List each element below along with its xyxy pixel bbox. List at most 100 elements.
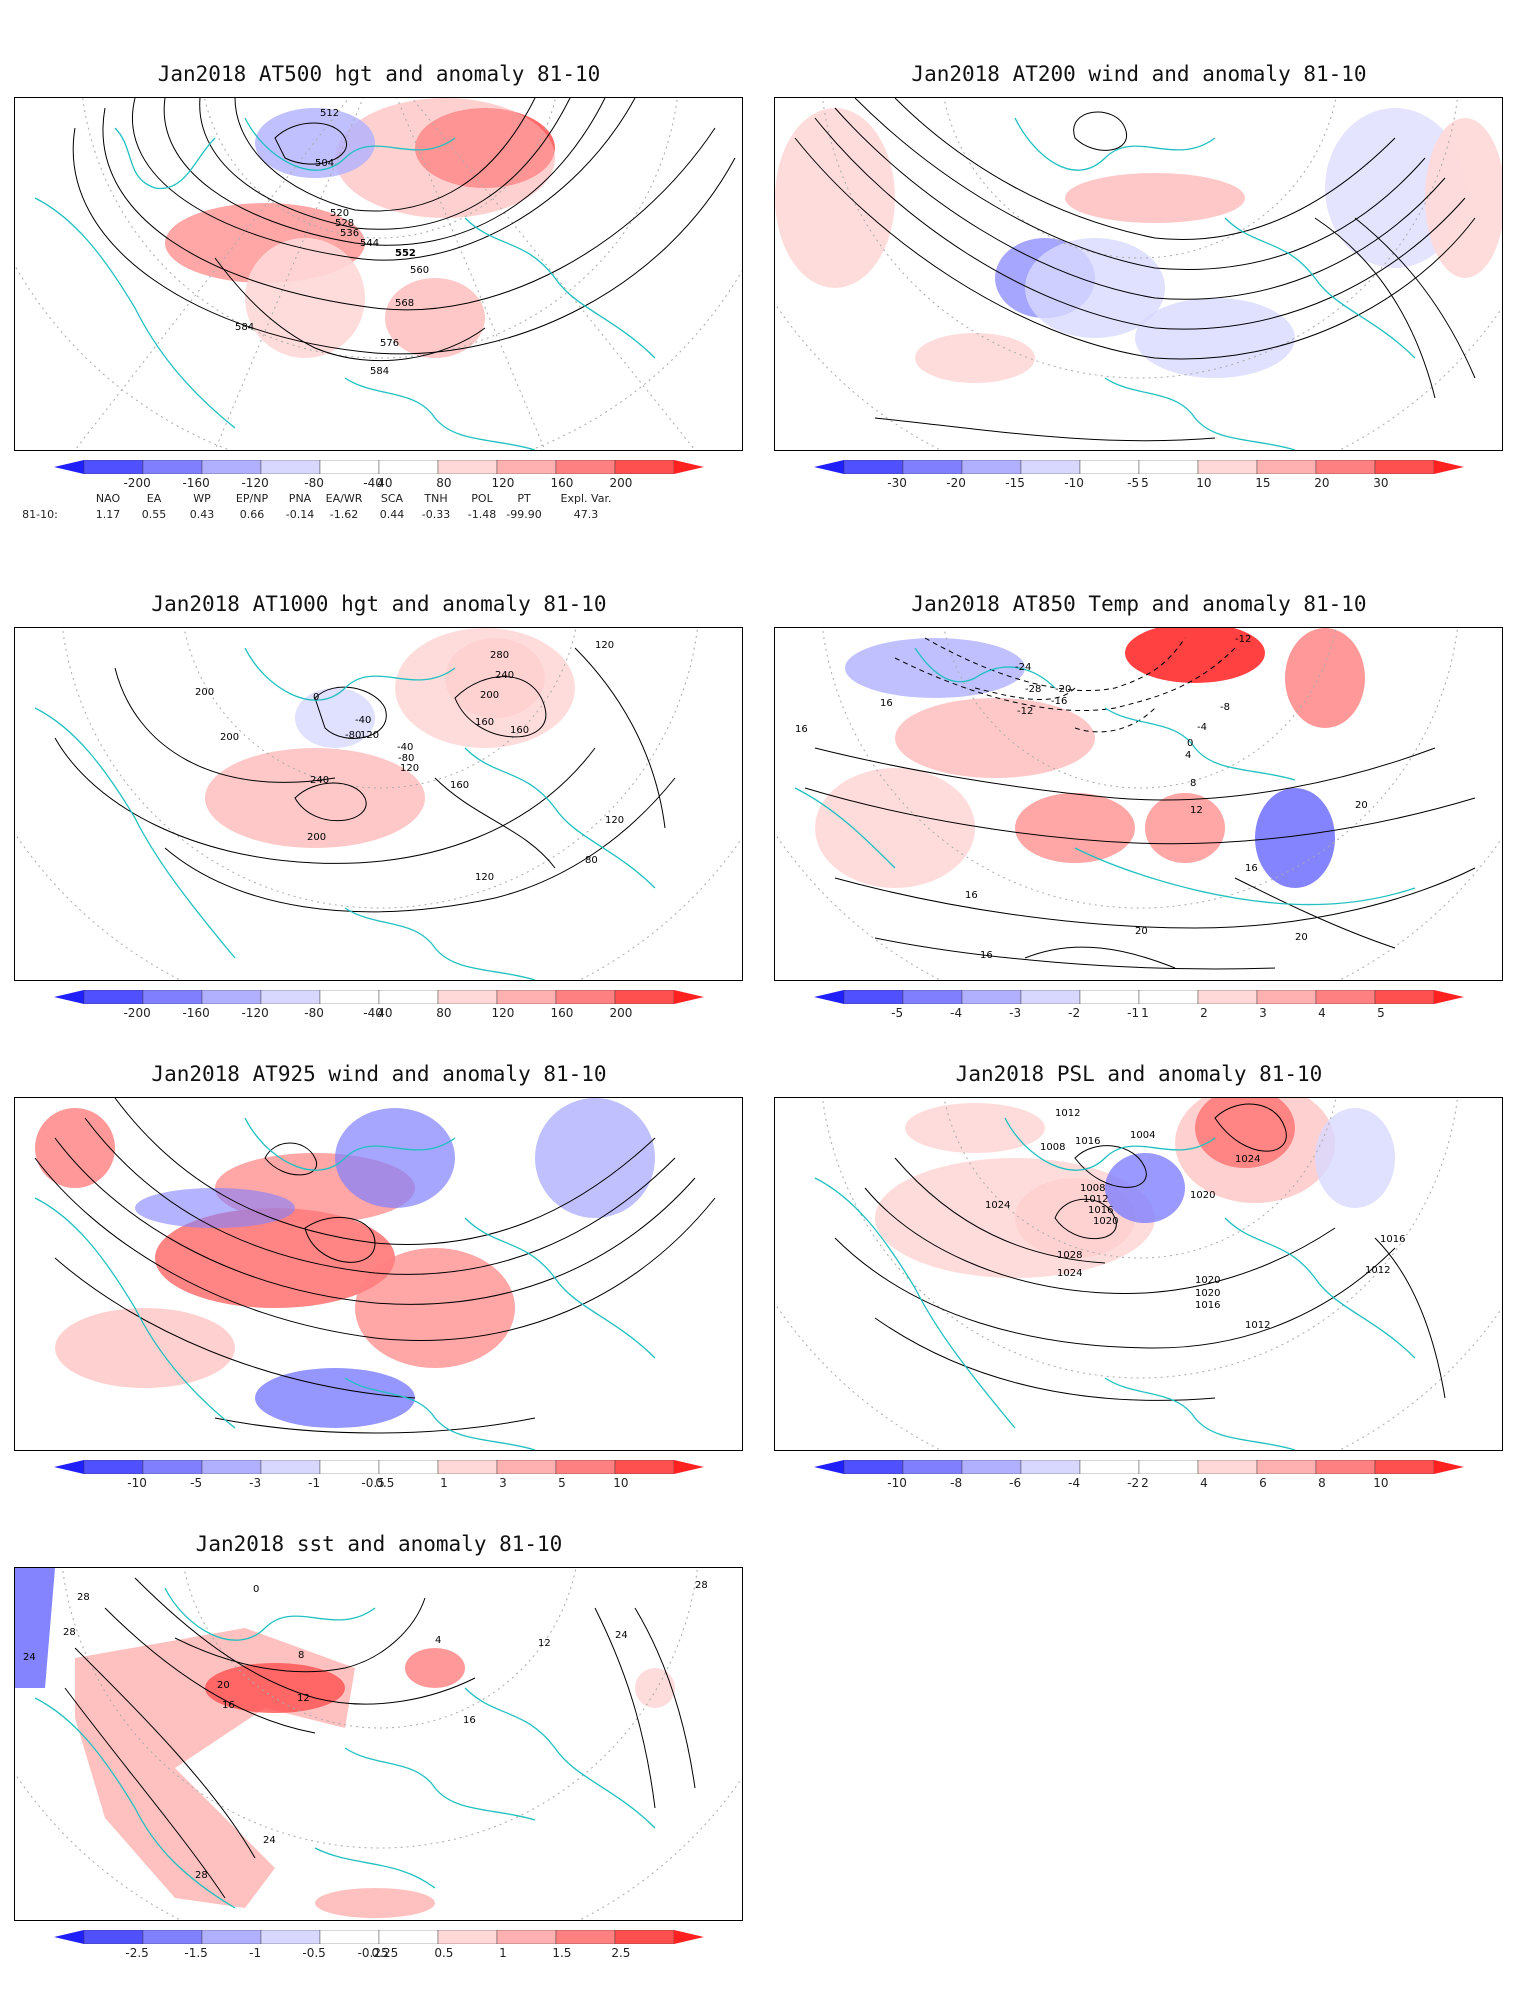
contour-label: 20 bbox=[217, 1680, 230, 1691]
colorbar-segment bbox=[378, 1459, 439, 1475]
colorbar bbox=[54, 989, 704, 1005]
colorbar-tick-label: -30 bbox=[887, 476, 907, 490]
colorbar-segment bbox=[555, 1929, 616, 1945]
colorbar-tick-label: 5 bbox=[1141, 476, 1149, 490]
colorbar-tick-label: -5 bbox=[190, 1476, 203, 1490]
contour-label: 24 bbox=[263, 1835, 276, 1846]
colorbar-tick-label: 120 bbox=[491, 1006, 515, 1020]
colorbar-arrow-right bbox=[1434, 460, 1464, 474]
colorbar-segment bbox=[1374, 459, 1435, 475]
index-headers: NAO EA WP EP/NP PNA EA/WR SCA TNH POL PT… bbox=[14, 492, 654, 506]
colorbar-tick-label: 5 bbox=[1377, 1006, 1385, 1020]
colorbar-segment bbox=[1197, 1459, 1258, 1475]
contour-label: 280 bbox=[490, 650, 509, 661]
contour-label: 520 bbox=[330, 208, 349, 219]
contour-label: 0 bbox=[253, 1584, 259, 1595]
contour-label: 1020 bbox=[1093, 1216, 1118, 1227]
colorbar-tick-label: 15 bbox=[1255, 476, 1271, 490]
contour-label: 160 bbox=[450, 780, 469, 791]
colorbar-arrow-left bbox=[54, 460, 84, 474]
colorbar-segment bbox=[902, 989, 963, 1005]
contour-label: 120 bbox=[360, 730, 379, 741]
map-frame: 1012 1016 1008 1004 1024 1008 1012 1016 … bbox=[774, 1097, 1503, 1451]
colorbar-tick-label: -0.25 bbox=[357, 1946, 389, 1960]
contour-label: 120 bbox=[475, 872, 494, 883]
index-header: Expl. Var. bbox=[560, 492, 612, 505]
panel-title: Jan2018 AT1000 hgt and anomaly 81-10 bbox=[151, 592, 607, 616]
colorbar-tick-label: -3 bbox=[249, 1476, 262, 1490]
colorbar-tick-label: -20 bbox=[946, 476, 966, 490]
colorbar-segment bbox=[378, 459, 439, 475]
contour-label: 1004 bbox=[1130, 1130, 1155, 1141]
panel-title: Jan2018 AT200 wind and anomaly 81-10 bbox=[911, 62, 1367, 86]
colorbar-segment bbox=[1020, 989, 1081, 1005]
colorbar-segment bbox=[201, 459, 262, 475]
colorbar-segment bbox=[319, 1459, 380, 1475]
contour-label: 12 bbox=[1190, 805, 1203, 816]
colorbar-tick-label: 40 bbox=[377, 1006, 393, 1020]
panel-at850: Jan2018 AT850 Temp and anomaly 81-10 bbox=[774, 592, 1504, 1032]
contour-label: 24 bbox=[615, 1630, 628, 1641]
colorbar-tick-label: -0.5 bbox=[361, 1476, 385, 1490]
contour-label: 536 bbox=[340, 228, 359, 239]
colorbar-tick-label: 2 bbox=[1200, 1006, 1208, 1020]
colorbar-tick-label: -1 bbox=[249, 1946, 262, 1960]
contour-label: 16 bbox=[795, 724, 808, 735]
contour-label: -16 bbox=[1051, 696, 1067, 707]
colorbar-tick-label: 160 bbox=[550, 476, 574, 490]
colorbar-segment bbox=[437, 989, 498, 1005]
colorbar-segment bbox=[1020, 1459, 1081, 1475]
contour-label: 1012 bbox=[1245, 1320, 1270, 1331]
index-header: PT bbox=[517, 492, 531, 505]
colorbar-tick-label: 6 bbox=[1259, 1476, 1267, 1490]
index-value: 0.66 bbox=[239, 508, 265, 521]
colorbar-arrow-right bbox=[674, 990, 704, 1004]
colorbar-segment bbox=[961, 989, 1022, 1005]
contour-label: 1016 bbox=[1195, 1300, 1220, 1311]
colorbar-tick-label: 1 bbox=[1141, 1006, 1149, 1020]
colorbar-segment bbox=[319, 989, 380, 1005]
colorbar-segment bbox=[902, 1459, 963, 1475]
colorbar-segment bbox=[1315, 459, 1376, 475]
map-canvas: 504 512 520 528 536 544 552 560 568 576 … bbox=[15, 98, 742, 450]
index-value: -1.48 bbox=[467, 508, 497, 521]
contour-label: 120 bbox=[400, 763, 419, 774]
colorbar-tick-label: -2 bbox=[1068, 1006, 1081, 1020]
map-frame: 28 24 0 20 16 12 8 4 16 24 28 28 24 28 1… bbox=[14, 1567, 743, 1921]
colorbar-tick-label: 8 bbox=[1318, 1476, 1326, 1490]
colorbar-segment bbox=[142, 459, 203, 475]
colorbar-svg bbox=[814, 1459, 1464, 1475]
panel-psl: Jan2018 PSL and anomaly 81-10 bbox=[774, 1062, 1504, 1502]
colorbar-tick-label: -80 bbox=[304, 1006, 324, 1020]
colorbar-segment bbox=[437, 459, 498, 475]
contour-label: 504 bbox=[315, 158, 334, 169]
index-value: 0.44 bbox=[379, 508, 405, 521]
panel-sst: Jan2018 sst and anomaly 81-10 bbox=[14, 1532, 744, 1972]
colorbar-segment bbox=[1079, 989, 1140, 1005]
index-row-label: 81-10: bbox=[22, 508, 58, 521]
contour-label: 1008 bbox=[1040, 1142, 1065, 1153]
colorbar-ticks: -10 -8 -6 -4 -2 2 4 6 8 10 bbox=[814, 1476, 1464, 1490]
index-header: POL bbox=[471, 492, 493, 505]
contour-label: 200 bbox=[220, 732, 239, 743]
index-value: 47.3 bbox=[573, 508, 599, 521]
colorbar-tick-label: -160 bbox=[182, 1006, 210, 1020]
colorbar-segment bbox=[260, 459, 321, 475]
colorbar-segment bbox=[902, 459, 963, 475]
colorbar-tick-label: -160 bbox=[182, 476, 210, 490]
contour-label: 1016 bbox=[1075, 1136, 1100, 1147]
index-value: -0.33 bbox=[421, 508, 451, 521]
colorbar-arrow-right bbox=[674, 460, 704, 474]
contour-label: 4 bbox=[435, 1635, 441, 1646]
contour-label: -4 bbox=[1197, 722, 1207, 733]
colorbar-svg bbox=[814, 989, 1464, 1005]
colorbar-segment bbox=[496, 1929, 557, 1945]
colorbar-segment bbox=[83, 459, 144, 475]
colorbar-segment bbox=[614, 1929, 675, 1945]
index-header: TNH bbox=[424, 492, 448, 505]
colorbar-tick-label: 80 bbox=[436, 476, 452, 490]
colorbar-tick-label: -5 bbox=[891, 1006, 904, 1020]
colorbar-tick-label: 10 bbox=[1373, 1476, 1389, 1490]
colorbar-tick-label: 120 bbox=[491, 476, 515, 490]
colorbar-ticks: -10 -5 -3 -1 -0.5 0.5 1 3 5 10 bbox=[54, 1476, 704, 1490]
